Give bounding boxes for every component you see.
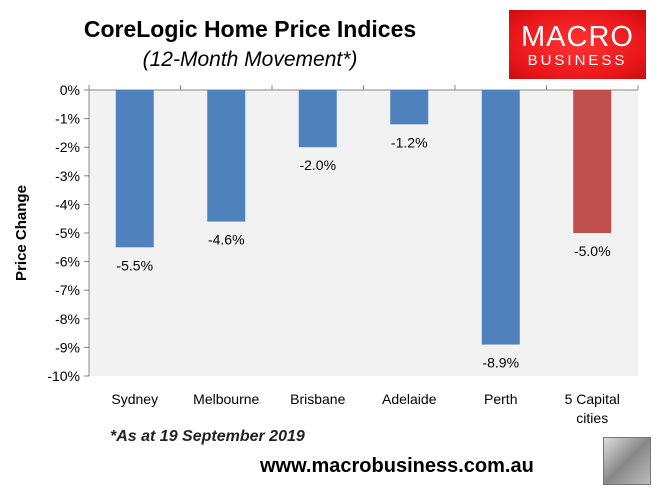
- data-label: -1.2%: [391, 134, 428, 150]
- x-tick-label: Adelaide: [382, 391, 437, 407]
- x-tick-label: 5 Capital: [565, 391, 620, 407]
- bar-chart: 0% -1% -2% -3% -4% -5% -6% -7% -8% -9% -10% -5.5% Sy…: [13, 82, 639, 426]
- y-axis-title: Price Change: [13, 185, 30, 281]
- y-tick-label: -2%: [55, 139, 80, 155]
- data-label: -5.0%: [574, 243, 611, 259]
- bar-4: [481, 90, 520, 345]
- data-label: -4.6%: [208, 232, 245, 248]
- y-tick-label: -1%: [55, 111, 80, 127]
- macrobusiness-logo: MACRO BUSINESS: [509, 10, 646, 79]
- data-label: -8.9%: [482, 355, 519, 371]
- y-tick-label: 0%: [60, 82, 80, 98]
- y-tick-label: -7%: [55, 282, 80, 298]
- x-tick-label: Brisbane: [290, 391, 345, 407]
- y-tick-label: -8%: [55, 311, 80, 327]
- bar-0: [115, 90, 154, 248]
- y-tick-label: -10%: [47, 368, 80, 384]
- y-tick-label: -6%: [55, 254, 80, 270]
- footnote: *As at 19 September 2019: [110, 428, 305, 445]
- data-label: -2.0%: [299, 157, 336, 173]
- logo-line1: MACRO: [521, 21, 634, 53]
- x-tick-label: Perth: [484, 391, 517, 407]
- bar-2: [298, 90, 337, 148]
- data-label: -5.5%: [116, 257, 153, 273]
- bar-5: [573, 90, 612, 233]
- chart-title: CoreLogic Home Price Indices: [83, 16, 417, 42]
- x-tick-label: Melbourne: [193, 391, 259, 407]
- y-tick-label: -9%: [55, 339, 80, 355]
- plot-area: [89, 90, 638, 376]
- logo-line2: BUSINESS: [527, 52, 628, 69]
- bar-3: [390, 90, 429, 125]
- x-tick-label: Sydney: [111, 391, 158, 407]
- y-tick-label: -3%: [55, 168, 80, 184]
- website-url: www.macrobusiness.com.au: [260, 455, 534, 477]
- y-tick-label: -4%: [55, 196, 80, 212]
- chart-subtitle: (12-Month Movement*): [142, 48, 358, 71]
- bar-1: [207, 90, 246, 222]
- wolf-logo-icon: [603, 437, 651, 485]
- y-tick-label: -5%: [55, 225, 80, 241]
- x-tick-label: cities: [576, 410, 608, 426]
